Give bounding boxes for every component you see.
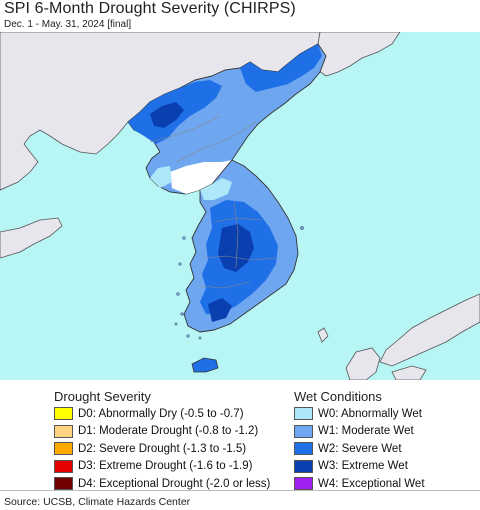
nk-normal-area [170, 160, 232, 194]
legend-item-d1: D1: Moderate Drought (-0.8 to -1.2) [54, 423, 270, 441]
legend-item-w1: W1: Moderate Wet [294, 423, 425, 441]
legend-label-d2: D2: Severe Drought (-1.3 to -1.5) [78, 442, 247, 455]
japan-kyushu [345, 347, 381, 380]
ulleung-island [300, 226, 304, 230]
swatch-w4 [294, 477, 313, 491]
legend-item-w0: W0: Abnormally Wet [294, 405, 425, 423]
source-credit: Source: UCSB, Climate Hazards Center [4, 496, 191, 508]
nk-extreme-wet [150, 102, 184, 128]
legend-label-d1: D1: Moderate Drought (-0.8 to -1.2) [78, 425, 259, 438]
legend-item-w3: W3: Extreme Wet [294, 458, 425, 476]
tsushima-island [317, 327, 329, 343]
swatch-d3 [54, 459, 73, 473]
west-coast-islands [174, 236, 202, 340]
shandong-coast [0, 217, 63, 259]
legend-label-d0: D0: Abnormally Dry (-0.5 to -0.7) [78, 407, 244, 420]
legend-item-d2: D2: Severe Drought (-1.3 to -1.5) [54, 440, 270, 458]
map-canvas [0, 32, 480, 380]
wet-legend: W0: Abnormally Wet W1: Moderate Wet W2: … [294, 405, 425, 493]
swatch-w0 [294, 407, 313, 421]
legend-label-d4: D4: Exceptional Drought (-2.0 or less) [78, 477, 271, 490]
swatch-d1 [54, 424, 73, 438]
jeju-island [191, 357, 219, 373]
map-date-range: Dec. 1 - May. 31, 2024 [final] [4, 19, 132, 30]
swatch-d4 [54, 477, 73, 491]
province-boundaries [149, 115, 277, 289]
sk-extreme-wet-south [208, 298, 232, 322]
swatch-w3 [294, 459, 313, 473]
swatch-w2 [294, 442, 313, 456]
sk-abnormally-wet [200, 178, 232, 200]
legend-item-d4: D4: Exceptional Drought (-2.0 or less) [54, 475, 270, 493]
legend-item-w4: W4: Exceptional Wet [294, 475, 425, 493]
wet-legend-heading: Wet Conditions [294, 389, 382, 404]
sk-extreme-wet [218, 224, 254, 272]
swatch-d2 [54, 442, 73, 456]
footer-divider [0, 490, 480, 491]
swatch-d0 [54, 407, 73, 421]
legend-item-w2: W2: Severe Wet [294, 440, 425, 458]
japan-shikoku [391, 365, 427, 380]
legend-label-w0: W0: Abnormally Wet [318, 407, 422, 420]
nk-severe-wet-east [240, 44, 322, 92]
legend-item-d0: D0: Abnormally Dry (-0.5 to -0.7) [54, 405, 270, 423]
legend-item-d3: D3: Extreme Drought (-1.6 to -1.9) [54, 458, 270, 476]
nk-abnormally-wet [150, 166, 172, 188]
japan-honshu [379, 293, 480, 367]
drought-legend: D0: Abnormally Dry (-0.5 to -0.7) D1: Mo… [54, 405, 270, 493]
legend-label-w2: W2: Severe Wet [318, 442, 402, 455]
legend-label-w4: W4: Exceptional Wet [318, 477, 425, 490]
drought-legend-heading: Drought Severity [54, 389, 151, 404]
map-title: SPI 6-Month Drought Severity (CHIRPS) [4, 0, 296, 17]
legend-label-w3: W3: Extreme Wet [318, 460, 408, 473]
swatch-w1 [294, 424, 313, 438]
legend-label-w1: W1: Moderate Wet [318, 425, 414, 438]
legend-label-d3: D3: Extreme Drought (-1.6 to -1.9) [78, 460, 253, 473]
